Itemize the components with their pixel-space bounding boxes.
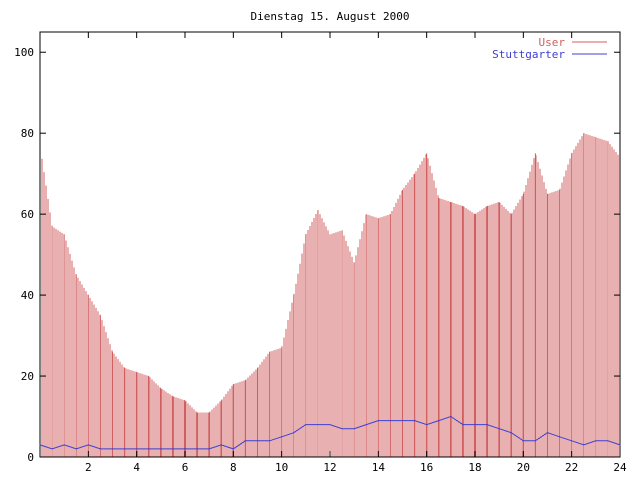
stuttgarter-point <box>522 440 524 442</box>
stuttgarter-point <box>293 432 295 434</box>
stuttgarter-point <box>450 415 452 418</box>
legend: User Stuttgarter <box>492 36 607 61</box>
stuttgarter-point <box>305 424 307 426</box>
stuttgarter-point <box>462 424 464 426</box>
chart-title: Dienstag 15. August 2000 <box>251 10 410 23</box>
stuttgarter-point <box>401 419 404 422</box>
stuttgarter-point <box>595 440 597 442</box>
stuttgarter-point <box>172 448 174 450</box>
x-tick-label: 20 <box>517 461 530 474</box>
y-tick-label: 80 <box>21 127 34 140</box>
stuttgarter-point <box>136 448 138 450</box>
x-axis: 2 4 6 8 10 12 14 16 18 20 22 24 <box>85 32 627 474</box>
x-tick-label: 12 <box>323 461 336 474</box>
stuttgarter-point <box>99 448 102 450</box>
y-tick-label: 0 <box>27 451 34 464</box>
stuttgarter-point <box>123 448 126 450</box>
stuttgarter-point <box>208 448 210 450</box>
stuttgarter-point <box>486 424 488 426</box>
stuttgarter-point <box>413 419 416 422</box>
x-tick-label: 6 <box>182 461 189 474</box>
stuttgarter-point <box>510 432 512 434</box>
legend-stuttgarter-label: Stuttgarter <box>492 48 565 61</box>
stuttgarter-point <box>558 436 561 438</box>
stuttgarter-point <box>160 448 162 450</box>
x-tick-label: 18 <box>468 461 481 474</box>
stuttgarter-point <box>607 440 609 442</box>
y-axis: 0 20 40 60 80 100 <box>14 46 620 464</box>
y-tick-label: 40 <box>21 289 34 302</box>
stuttgarter-point <box>474 424 476 426</box>
x-tick-label: 4 <box>133 461 140 474</box>
x-tick-label: 22 <box>565 461 578 474</box>
stuttgarter-point <box>341 428 343 430</box>
stuttgarter-point <box>75 448 77 450</box>
stuttgarter-point <box>111 448 114 450</box>
stuttgarter-point <box>389 419 392 422</box>
stuttgarter-point <box>39 444 41 446</box>
stuttgarter-point <box>220 444 222 446</box>
stuttgarter-point <box>63 444 65 446</box>
y-tick-label: 20 <box>21 370 34 383</box>
stuttgarter-point <box>329 424 331 426</box>
stuttgarter-point <box>377 419 379 422</box>
stuttgarter-point <box>583 444 585 446</box>
stuttgarter-point <box>256 440 259 442</box>
stuttgarter-point <box>546 432 549 434</box>
stuttgarter-point <box>426 424 428 426</box>
stuttgarter-point <box>498 428 500 430</box>
stuttgarter-point <box>571 440 573 442</box>
stuttgarter-point <box>184 448 186 450</box>
stuttgarter-point <box>353 428 355 430</box>
stuttgarter-point <box>317 424 319 426</box>
stuttgarter-point <box>268 440 271 442</box>
stuttgarter-point <box>281 436 283 438</box>
stuttgarter-point <box>51 448 53 450</box>
y-tick-label: 100 <box>14 46 34 59</box>
y-tick-label: 60 <box>21 208 34 221</box>
x-tick-label: 16 <box>420 461 433 474</box>
x-tick-label: 8 <box>230 461 237 474</box>
x-tick-label: 2 <box>85 461 92 474</box>
stuttgarter-point <box>148 448 150 450</box>
stuttgarter-point <box>619 444 621 446</box>
stuttgarter-point <box>232 448 234 450</box>
stuttgarter-point <box>365 424 367 426</box>
x-tick-label: 24 <box>613 461 627 474</box>
stuttgarter-point <box>438 419 440 422</box>
stuttgarter-point <box>244 440 247 442</box>
user-impulses <box>39 133 621 457</box>
stuttgarter-point <box>87 444 89 446</box>
x-tick-label: 10 <box>275 461 288 474</box>
stuttgarter-point <box>534 440 537 442</box>
x-tick-label: 14 <box>372 461 386 474</box>
legend-user-label: User <box>539 36 566 49</box>
stuttgarter-point <box>196 448 198 450</box>
